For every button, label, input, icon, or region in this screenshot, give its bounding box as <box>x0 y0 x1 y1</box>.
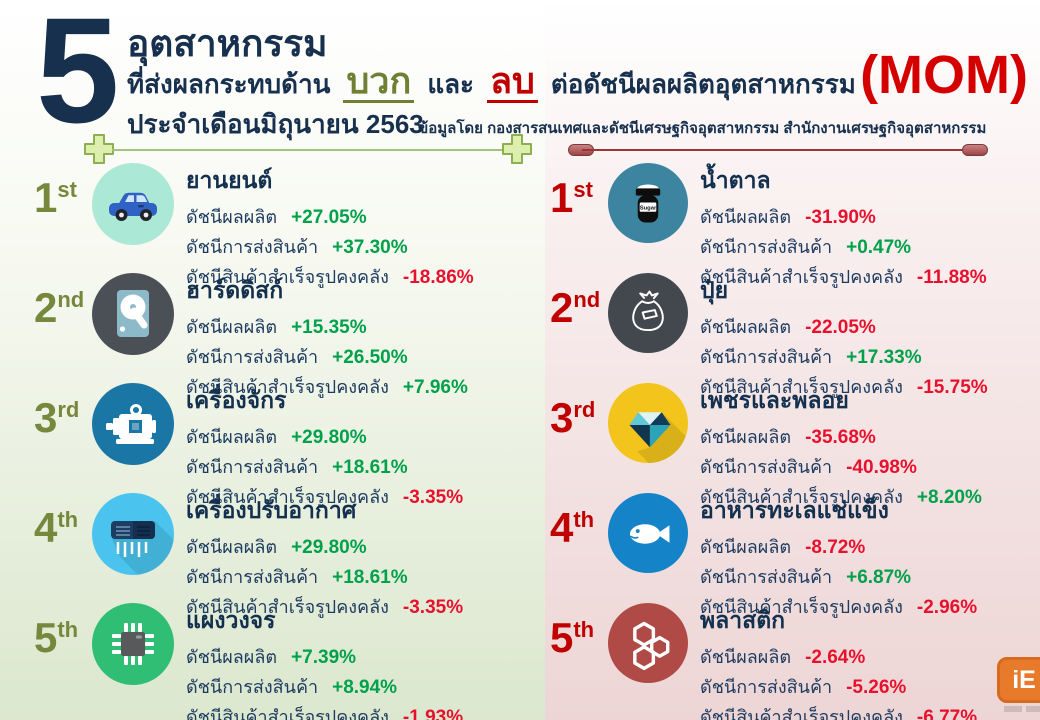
negative-column: 1st Sugar น้ำตาล ดัชนีผลผลิต -31.90% ดัชน… <box>550 161 1036 720</box>
metric-inventory: ดัชนีสินค้าสำเร็จรูปคงคลัง -6.77% <box>700 707 978 720</box>
metric-production: ดัชนีผลผลิต -8.72% <box>700 537 866 558</box>
industry-name: น้ำตาล <box>700 167 771 193</box>
metric-shipment: ดัชนีการส่งสินค้า -40.98% <box>700 457 917 478</box>
car-icon <box>92 163 174 245</box>
metric-production: ดัชนีผลผลิต -35.68% <box>700 427 876 448</box>
svg-text:Sugar: Sugar <box>640 205 657 211</box>
big-number: 5 <box>36 0 120 154</box>
negative-word: ลบ <box>486 62 538 103</box>
industry-item-airconditioner: 4th <box>34 491 516 618</box>
industry-item-sugar: 1st Sugar น้ำตาล ดัชนีผลผลิต -31.90% ดัชน… <box>550 161 1036 288</box>
oie-logo: iE <box>992 657 1040 712</box>
metric-production: ดัชนีผลผลิต +29.80% <box>186 537 367 558</box>
negative-background <box>545 0 1040 720</box>
metric-inventory: ดัชนีสินค้าสำเร็จรูปคงคลัง -18.86% <box>186 267 474 288</box>
subtitle-suffix: ต่อดัชนีผลผลิตอุตสาหกรรม <box>550 69 856 99</box>
metric-production: ดัชนีผลผลิต -22.05% <box>700 317 876 338</box>
air-conditioner-icon <box>92 493 174 575</box>
capsule-icon <box>962 144 988 156</box>
red-divider-line <box>582 149 974 151</box>
page-title: อุตสาหกรรม <box>127 23 328 64</box>
plastic-hexagons-icon <box>608 603 688 683</box>
metric-inventory: ดัชนีสินค้าสำเร็จรูปคงคลัง -11.88% <box>700 267 987 288</box>
rank-label: 2nd <box>34 284 85 331</box>
rank-label: 5th <box>34 614 79 661</box>
metric-production: ดัชนีผลผลิต +29.80% <box>186 427 367 448</box>
industry-name: ยานยนต์ <box>186 167 273 193</box>
hard-disk-icon <box>92 273 174 355</box>
positive-background <box>0 0 545 720</box>
rank-label: 1st <box>550 174 593 221</box>
electric-motor-icon <box>92 383 174 465</box>
period-label: ประจำเดือนมิถุนายน 2563 <box>127 109 424 139</box>
page-subtitle: ที่ส่งผลกระทบด้าน บวก และ ลบ ต่อดัชนีผลผ… <box>127 62 856 105</box>
industry-item-fertilizer: 2nd ปุ๋ย ดัชนีผลผลิต -22.05% ดัชนีการส่งส… <box>550 271 1036 398</box>
metric-shipment: ดัชนีการส่งสินค้า -5.26% <box>700 677 907 698</box>
metric-production: ดัชนีผลผลิต -2.64% <box>700 647 866 668</box>
circuit-chip-icon <box>92 603 174 685</box>
metric-inventory: ดัชนีสินค้าสำเร็จรูปคงคลัง +7.96% <box>186 377 468 398</box>
rank-label: 3rd <box>34 394 80 441</box>
industry-item-machinery: 3rd เครื่องจักร ดัชนีผลผลิต +29.80% ดัช <box>34 381 516 508</box>
industry-name: พลาสติก <box>700 607 786 633</box>
rank-label: 5th <box>550 614 595 661</box>
diamond-icon <box>608 383 688 463</box>
industry-name: อาหารทะเลแช่แข็ง <box>700 497 889 523</box>
metric-inventory: ดัชนีสินค้าสำเร็จรูปคงคลัง +8.20% <box>700 487 982 508</box>
industry-name: ฮาร์ดดิสก์ <box>186 277 284 303</box>
industry-item-gems: 3rd เพชรและพลอย ดัชนีผลผลิต -35.68 <box>550 381 1036 508</box>
industry-item-seafood: 4th อาหารทะเลแช่แข็ง ดัชนีผลผลิต -8.72% ด… <box>550 491 1036 618</box>
industry-item-harddisk: 2nd ฮาร์ดดิสก์ ดัชนีผลผลิต +15.35% ดัชนีก… <box>34 271 516 398</box>
rank-label: 4th <box>550 504 595 551</box>
metric-inventory: ดัชนีสินค้าสำเร็จรูปคงคลัง -2.96% <box>700 597 978 618</box>
mom-label: (MOM) <box>860 45 1028 105</box>
plus-icon <box>82 132 116 166</box>
subtitle-prefix: ที่ส่งผลกระทบด้าน <box>127 69 331 99</box>
metric-inventory: ดัชนีสินค้าสำเร็จรูปคงคลัง -3.35% <box>186 597 464 618</box>
negative-divider <box>568 142 988 160</box>
metric-production: ดัชนีผลผลิต +27.05% <box>186 207 367 228</box>
rank-label: 1st <box>34 174 77 221</box>
metric-inventory: ดัชนีสินค้าสำเร็จรูปคงคลัง -1.93% <box>186 707 464 720</box>
industry-item-plastic: 5th พลาสติก ดัชนีผลผลิต -2.64% ดัชนีการส่… <box>550 601 1036 720</box>
sugar-jar-icon: Sugar <box>608 163 688 243</box>
metric-production: ดัชนีผลผลิต +15.35% <box>186 317 367 338</box>
fish-icon <box>608 493 688 573</box>
green-divider-line <box>112 149 506 151</box>
metric-shipment: ดัชนีการส่งสินค้า +0.47% <box>700 237 912 258</box>
industry-item-circuitboard: 5th แผงวงจร ดัชนีผลผลิต +7.39% <box>34 601 516 720</box>
rank-label: 4th <box>34 504 79 551</box>
metric-shipment: ดัชนีการส่งสินค้า +37.30% <box>186 237 408 258</box>
positive-divider <box>82 132 534 168</box>
rank-label: 3rd <box>550 394 596 441</box>
metric-inventory: ดัชนีสินค้าสำเร็จรูปคงคลัง -15.75% <box>700 377 988 398</box>
positive-column: 1st ยานยนต์ ดัชนีผลผลิต +27.05% ดัชนีการส… <box>34 161 516 720</box>
oie-logo-caption <box>992 706 1040 712</box>
metric-inventory: ดัชนีสินค้าสำเร็จรูปคงคลัง -3.35% <box>186 487 464 508</box>
metric-production: ดัชนีผลผลิต -31.90% <box>700 207 876 228</box>
metric-shipment: ดัชนีการส่งสินค้า +26.50% <box>186 347 408 368</box>
and-word: และ <box>427 69 474 99</box>
industry-name: เพชรและพลอย <box>700 387 849 413</box>
metric-shipment: ดัชนีการส่งสินค้า +18.61% <box>186 567 408 588</box>
oie-logo-mark: iE <box>997 657 1040 703</box>
industry-name: เครื่องจักร <box>186 387 287 413</box>
metric-shipment: ดัชนีการส่งสินค้า +18.61% <box>186 457 408 478</box>
industry-item-automotive: 1st ยานยนต์ ดัชนีผลผลิต +27.05% ดัชนีการส… <box>34 161 516 288</box>
positive-word: บวก <box>343 62 415 103</box>
metric-shipment: ดัชนีการส่งสินค้า +8.94% <box>186 677 398 698</box>
fertilizer-sack-icon <box>608 273 688 353</box>
industry-name: เครื่องปรับอากาศ <box>186 497 357 523</box>
metric-shipment: ดัชนีการส่งสินค้า +17.33% <box>700 347 922 368</box>
rank-label: 2nd <box>550 284 601 331</box>
industry-name: แผงวงจร <box>186 607 276 633</box>
industry-name: ปุ๋ย <box>700 277 729 303</box>
metric-production: ดัชนีผลผลิต +7.39% <box>186 647 357 668</box>
metric-shipment: ดัชนีการส่งสินค้า +6.87% <box>700 567 912 588</box>
source-credit: ข้อมูลโดย กองสารสนเทศและดัชนีเศรษฐกิจอุต… <box>418 120 987 137</box>
plus-icon <box>500 132 534 166</box>
